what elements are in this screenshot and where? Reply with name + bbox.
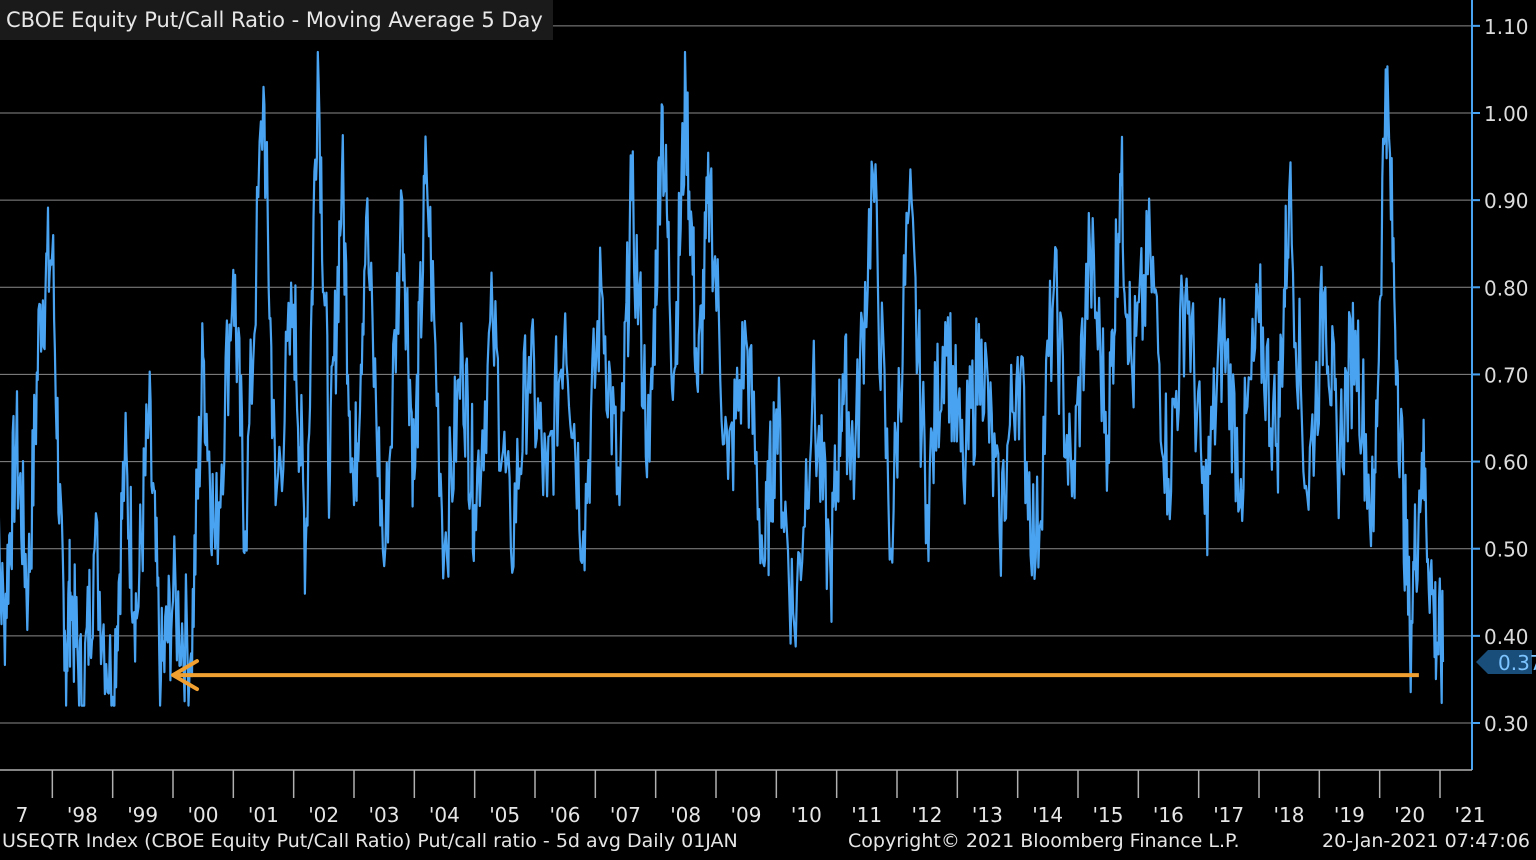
y-axis: 0.30 0.40 0.50 0.60 0.70 0.80 0.90 1.00 1.10 0.37 bbox=[1471, 0, 1536, 770]
y-tick-label: 0.90 bbox=[1484, 189, 1529, 213]
x-tick-label: '10 bbox=[791, 803, 822, 827]
footer-timestamp: 20-Jan-2021 07:47:06 bbox=[1322, 830, 1530, 852]
x-tick-label: '13 bbox=[972, 803, 1003, 827]
x-tick-label: '15 bbox=[1093, 803, 1124, 827]
y-tick-label: 0.80 bbox=[1484, 276, 1529, 300]
x-tick-label: '99 bbox=[127, 803, 158, 827]
y-tick-label: 1.00 bbox=[1484, 102, 1529, 126]
y-tick-label: 0.70 bbox=[1484, 363, 1529, 387]
x-tick-label: '03 bbox=[369, 803, 400, 827]
chart-title-text: CBOE Equity Put/Call Ratio - Moving Aver… bbox=[6, 8, 543, 32]
x-tick-label: '05 bbox=[489, 803, 520, 827]
x-tick-label: '14 bbox=[1032, 803, 1063, 827]
y-tick-label: 0.40 bbox=[1484, 625, 1529, 649]
x-tick-label: '19 bbox=[1334, 803, 1365, 827]
x-tick-label: '98 bbox=[67, 803, 98, 827]
footer-copyright: Copyright© 2021 Bloomberg Finance L.P. bbox=[848, 830, 1240, 852]
series-line bbox=[0, 50, 1445, 707]
x-tick-label: '07 bbox=[610, 803, 641, 827]
x-tick-label: 7 bbox=[16, 803, 29, 827]
y-tick-label: 0.50 bbox=[1484, 538, 1529, 562]
x-tick-label: '20 bbox=[1394, 803, 1425, 827]
x-tick-label: '00 bbox=[188, 803, 219, 827]
x-axis: 7 '98 '99 '00 '01 '02 '03 '04 '05 '06 '07 '08 '09 '10… bbox=[0, 769, 1486, 827]
y-tick-label: 0.30 bbox=[1484, 712, 1529, 736]
x-tick-label: '01 bbox=[248, 803, 279, 827]
footer-source: USEQTR Index (CBOE Equity Put/Call Ratio… bbox=[2, 830, 738, 852]
x-tick-label: '02 bbox=[308, 803, 339, 827]
y-tick-label: 0.60 bbox=[1484, 451, 1529, 475]
x-tick-label: '18 bbox=[1274, 803, 1305, 827]
x-tick-label: '06 bbox=[550, 803, 581, 827]
last-value-badge bbox=[1476, 650, 1532, 674]
x-tick-label: '16 bbox=[1153, 803, 1184, 827]
x-tick-label: '21 bbox=[1455, 803, 1486, 827]
x-tick-label: '12 bbox=[912, 803, 943, 827]
x-tick-label: '04 bbox=[429, 803, 460, 827]
last-value-label: 0.37 bbox=[1498, 651, 1536, 675]
x-tick-label: '09 bbox=[731, 803, 762, 827]
x-tick-label: '08 bbox=[670, 803, 701, 827]
y-tick-label: 1.10 bbox=[1484, 15, 1529, 39]
annotation-arrow bbox=[171, 659, 1419, 692]
x-tick-label: '17 bbox=[1213, 803, 1244, 827]
series-polyline bbox=[0, 50, 1445, 707]
chart-title: CBOE Equity Put/Call Ratio - Moving Aver… bbox=[0, 0, 553, 40]
arrow-head bbox=[171, 659, 199, 692]
x-tick-label: '11 bbox=[851, 803, 882, 827]
